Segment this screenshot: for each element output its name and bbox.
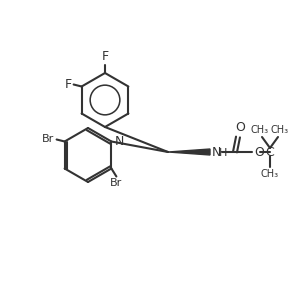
Text: F: F [101,50,109,63]
Text: Br: Br [110,178,122,188]
Text: N: N [212,146,221,158]
Text: O: O [235,121,245,134]
Text: CH₃: CH₃ [251,125,269,135]
Polygon shape [168,149,210,155]
Text: O: O [254,146,264,158]
Text: Br: Br [42,134,55,145]
Text: F: F [64,78,72,91]
Text: C: C [266,146,274,158]
Text: CH₃: CH₃ [271,125,289,135]
Text: H: H [219,148,227,158]
Text: N: N [114,135,124,148]
Text: CH₃: CH₃ [261,169,279,179]
